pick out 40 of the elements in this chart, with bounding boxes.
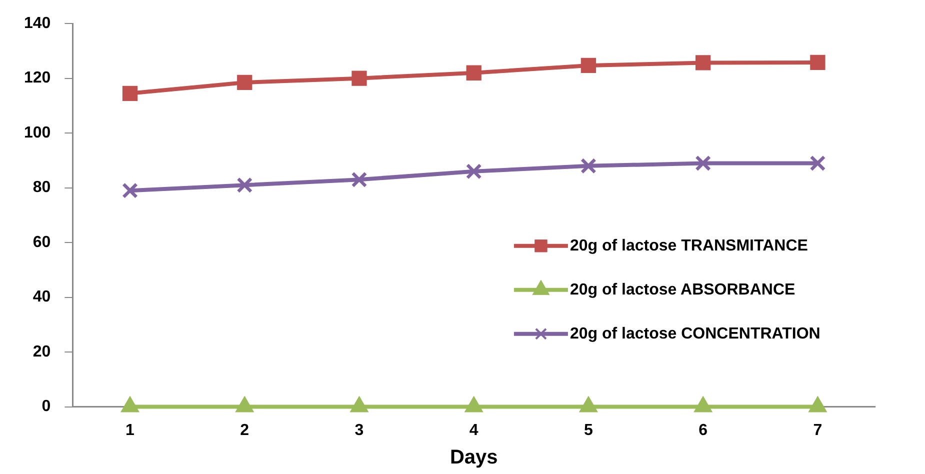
point xyxy=(122,86,138,101)
x-tick-label: 6 xyxy=(698,422,708,439)
point xyxy=(696,55,711,70)
point xyxy=(237,178,252,193)
x-tick-label: 4 xyxy=(469,422,478,439)
point xyxy=(580,158,596,174)
point xyxy=(350,396,368,412)
x-tick-label: 3 xyxy=(354,422,364,439)
point xyxy=(235,396,254,412)
legend-label: 20g of lactose ABSORBANCE xyxy=(570,281,796,298)
x-tick-label: 5 xyxy=(584,422,594,439)
y-tick-label: 120 xyxy=(24,70,51,87)
point xyxy=(694,396,712,412)
legend-label: 20g of lactose TRANSMITANCE xyxy=(570,237,808,254)
legend-label: 20g of lactose CONCENTRATION xyxy=(570,325,820,342)
point xyxy=(466,65,482,80)
point xyxy=(579,396,598,412)
x-axis-title: Days xyxy=(450,446,498,469)
point xyxy=(810,54,826,70)
point xyxy=(352,172,367,188)
point xyxy=(122,183,138,198)
point xyxy=(810,156,826,171)
x-tick-label: 2 xyxy=(240,422,250,439)
point xyxy=(237,74,252,90)
point xyxy=(464,396,484,412)
x-tick-label: 1 xyxy=(126,422,135,439)
y-tick-label: 100 xyxy=(24,124,51,142)
x-tick-label: 7 xyxy=(813,422,822,439)
point xyxy=(808,396,827,412)
y-tick-label: 0 xyxy=(42,398,51,416)
point xyxy=(696,156,711,171)
point xyxy=(120,396,140,412)
y-tick-label: 20 xyxy=(32,343,51,360)
y-tick-label: 80 xyxy=(32,179,51,196)
point xyxy=(466,164,482,179)
y-tick-label: 60 xyxy=(32,234,51,251)
point xyxy=(580,58,596,74)
y-tick-label: 140 xyxy=(24,15,51,32)
y-tick-label: 40 xyxy=(32,288,51,306)
point xyxy=(352,70,367,86)
